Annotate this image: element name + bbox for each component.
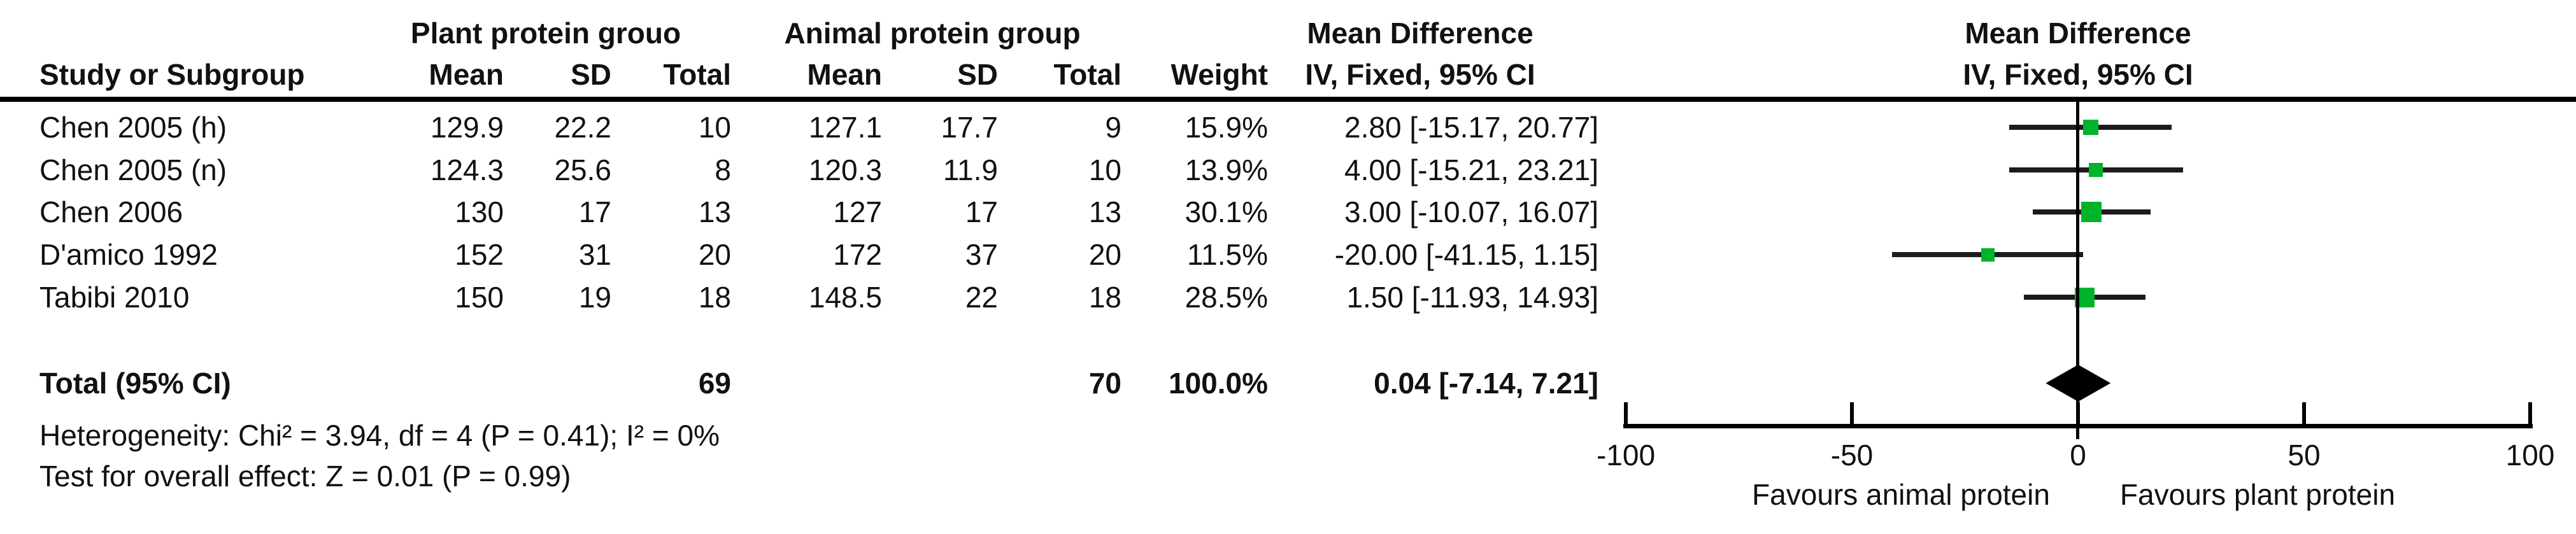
cell-p_total: 18 (698, 281, 731, 314)
pooled-effect-diamond (2046, 365, 2111, 402)
cell-ci: 2.80 [-15.17, 20.77] (1344, 111, 1598, 144)
favours-right-label: Favours plant protein (2119, 478, 2396, 511)
cell-p_total: 10 (698, 111, 731, 144)
cell-a_total: 10 (1088, 153, 1121, 186)
cell-a_mean: 127.1 (808, 111, 882, 144)
cell-ci: 3.00 [-10.07, 16.07] (1344, 195, 1598, 228)
animal-group-header: Animal protein group (784, 17, 1081, 50)
cell-a_sd: 37 (965, 238, 998, 271)
plot-effect-header: Mean Difference (1965, 17, 2191, 50)
zero-effect-line (2076, 102, 2079, 439)
cell-weight: 11.5% (1186, 238, 1268, 271)
point-estimate-square (2081, 202, 2102, 222)
cell-p_mean: 130 (455, 195, 504, 228)
x-axis-line (1623, 424, 2533, 428)
plant-group-header: Plant protein grouo (410, 17, 681, 50)
cell-ci: -20.00 [-41.15, 1.15] (1334, 238, 1598, 271)
cell-weight: 15.9% (1185, 111, 1268, 144)
point-estimate-square (2089, 163, 2103, 177)
study-label: D'amico 1992 (39, 238, 218, 271)
axis-tick-label: 100 (2505, 439, 2555, 472)
animal-mean-header: Mean (807, 58, 882, 91)
cell-a_mean: 120.3 (808, 153, 882, 186)
ci-column-header: IV, Fixed, 95% CI (1305, 58, 1535, 91)
study-label: Chen 2005 (n) (39, 153, 227, 186)
axis-tick-label: -50 (1830, 439, 1874, 472)
animal-total-header: Total (1053, 58, 1121, 91)
axis-tick-label: 0 (2070, 439, 2086, 472)
weight-column-header: Weight (1171, 58, 1268, 91)
study-column-header: Study or Subgroup (39, 58, 305, 91)
overall-effect-stats: Test for overall effect: Z = 0.01 (P = 0… (39, 460, 571, 493)
total-row-label: Total (95% CI) (39, 367, 231, 400)
cell-p_sd: 19 (578, 281, 611, 314)
study-label: Tabibi 2010 (39, 281, 190, 314)
plant-mean-header: Mean (429, 58, 504, 91)
diamond-shape (2046, 365, 2111, 402)
plot-ci-header: IV, Fixed, 95% CI (1963, 58, 2193, 91)
axis-tick-mark (2076, 402, 2080, 424)
study-label: Chen 2005 (h) (39, 111, 227, 144)
cell-weight: 13.9% (1185, 153, 1268, 186)
axis-tick-label: 50 (2288, 439, 2321, 472)
cell-p_mean: 152 (455, 238, 504, 271)
cell-a_mean: 127 (833, 195, 882, 228)
study-label: Chen 2006 (39, 195, 183, 228)
point-estimate-square (2082, 120, 2098, 135)
cell-a_total: 20 (1088, 238, 1121, 271)
cell-a_sd: 17 (965, 195, 998, 228)
point-estimate-square (1981, 248, 1995, 262)
cell-p_sd: 25.6 (554, 153, 611, 186)
cell-p_sd: 22.2 (554, 111, 611, 144)
header-divider-rule (0, 97, 2576, 102)
cell-p_sd: 17 (578, 195, 611, 228)
axis-tick-mark (1624, 402, 1628, 424)
cell-p_sd: 31 (578, 238, 611, 271)
favours-left-label: Favours animal protein (1752, 478, 2050, 511)
total-animal-n: 70 (1088, 367, 1121, 400)
total-weight: 100.0% (1168, 367, 1268, 400)
axis-tick-mark (1850, 402, 1854, 424)
cell-ci: 4.00 [-15.21, 23.21] (1344, 153, 1598, 186)
axis-tick-label: -100 (1596, 439, 1656, 472)
plant-total-header: Total (663, 58, 731, 91)
axis-tick-mark (2302, 402, 2306, 424)
heterogeneity-stats: Heterogeneity: Chi² = 3.94, df = 4 (P = … (39, 419, 720, 452)
cell-ci: 1.50 [-11.93, 14.93] (1346, 281, 1598, 314)
cell-p_total: 20 (698, 238, 731, 271)
cell-p_mean: 150 (455, 281, 504, 314)
cell-a_sd: 22 (965, 281, 998, 314)
total-ci-value: 0.04 [-7.14, 7.21] (1374, 367, 1598, 400)
plant-sd-header: SD (571, 58, 611, 91)
cell-p_total: 13 (698, 195, 731, 228)
cell-weight: 28.5% (1185, 281, 1268, 314)
cell-a_total: 13 (1088, 195, 1121, 228)
cell-a_total: 9 (1105, 111, 1121, 144)
effect-column-header: Mean Difference (1307, 17, 1534, 50)
animal-sd-header: SD (957, 58, 998, 91)
cell-a_sd: 17.7 (941, 111, 998, 144)
cell-a_sd: 11.9 (943, 153, 998, 186)
total-plant-n: 69 (698, 367, 731, 400)
cell-p_mean: 124.3 (430, 153, 504, 186)
cell-a_mean: 172 (833, 238, 882, 271)
cell-weight: 30.1% (1185, 195, 1268, 228)
cell-p_mean: 129.9 (430, 111, 504, 144)
cell-a_total: 18 (1088, 281, 1121, 314)
cell-p_total: 8 (715, 153, 731, 186)
axis-tick-mark (2528, 402, 2532, 424)
cell-a_mean: 148.5 (808, 281, 882, 314)
